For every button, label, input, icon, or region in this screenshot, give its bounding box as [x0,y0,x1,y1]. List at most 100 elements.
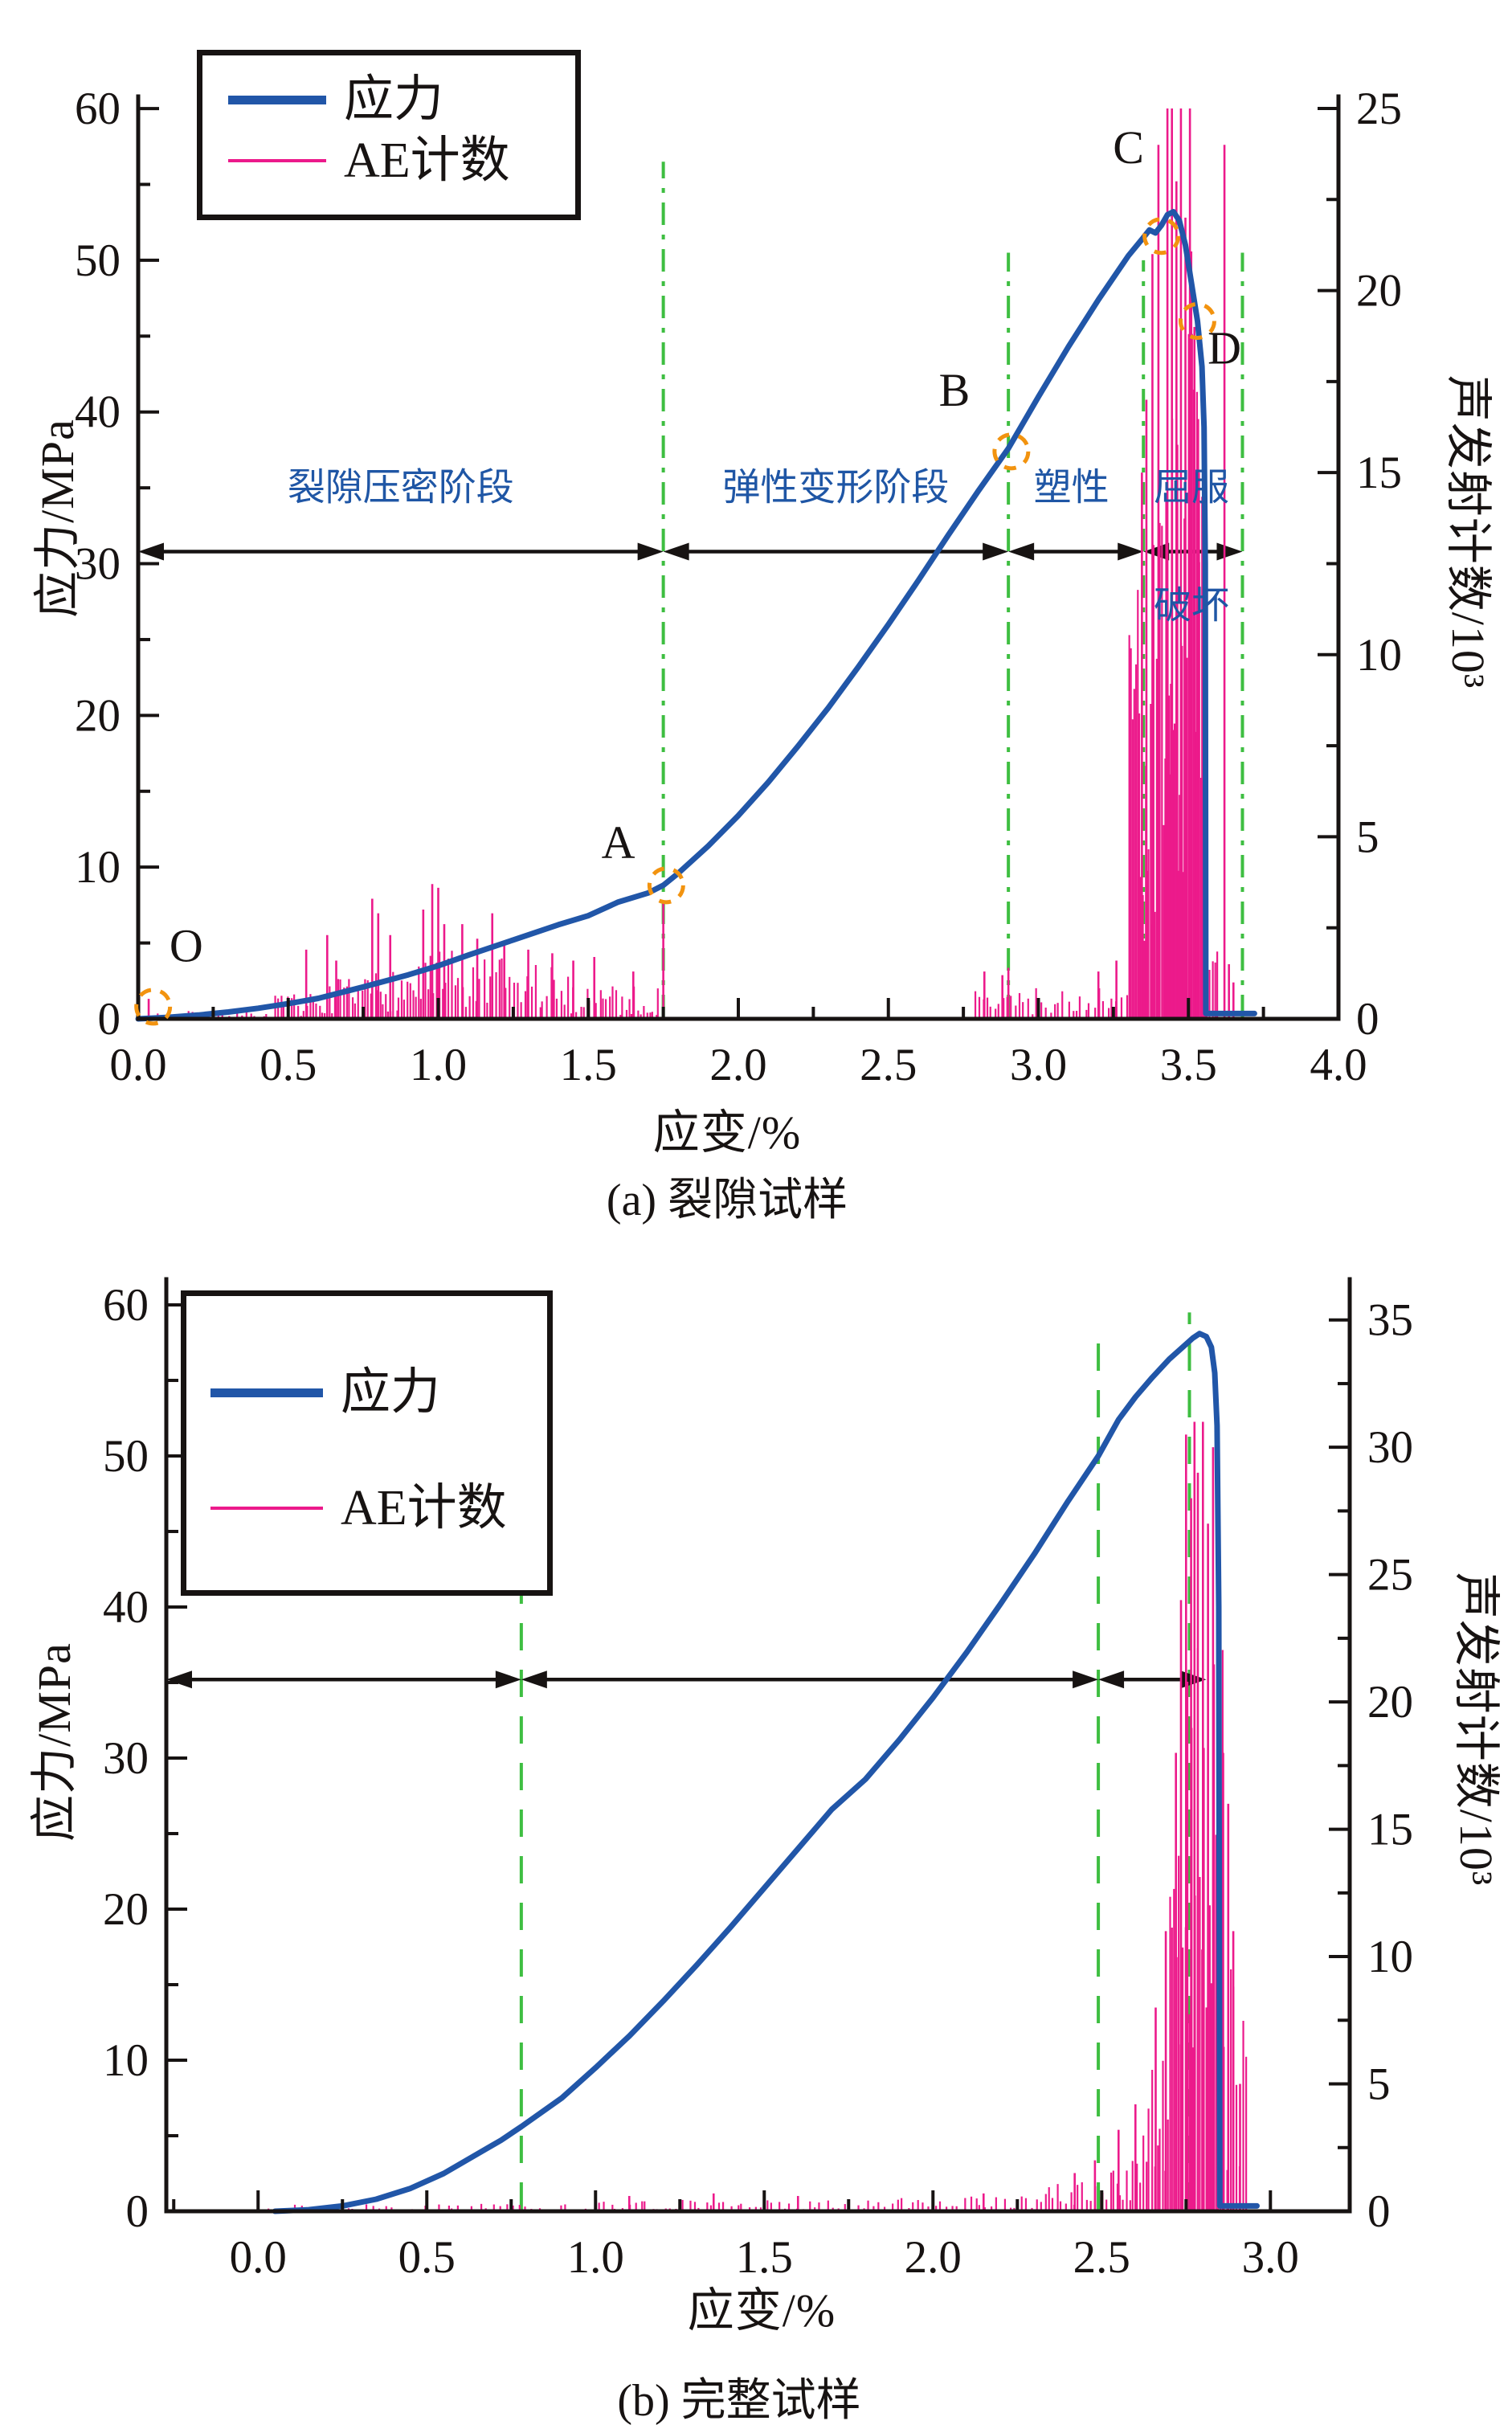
y-left-tick-label: 30 [103,1733,149,1784]
panel-a-legend-row-ae: AE计数 [202,136,575,186]
panel-b-ylabel-left: 应力/MPa [28,1642,80,1842]
x-tick-label: 1.0 [410,1040,467,1090]
x-tick-label: 0.5 [259,1040,317,1090]
axis-ticks [137,106,1340,1020]
panel-b-xlabel: 应变/% [687,2284,836,2337]
point-label: A [602,816,635,869]
y-left-tick-label: 10 [103,2035,149,2086]
point-label: B [939,364,971,416]
panel-a-caption: (a) 裂隙试样 [606,1176,848,1225]
y-left-tick-label: 60 [75,84,121,134]
point-marker-circle-icon [134,988,173,1026]
point-annotations: O A B C D [134,121,1241,1026]
x-tick-label: 3.0 [1010,1040,1067,1090]
y-left-tick-label: 60 [103,1280,149,1331]
panel-a-ylabel-left: 应力/MPa [31,419,84,618]
stage-label: 屈服 [1154,467,1229,509]
y-right-tick-label: 25 [1356,84,1402,134]
axes [164,1277,1352,2214]
y-right-tick-label: 5 [1367,2059,1391,2110]
ae-line-swatch [228,159,326,162]
y-right-tick-label: 35 [1367,1295,1413,1346]
stage-boundary-lines [661,162,1244,1017]
arrowhead-left-icon [521,1670,547,1689]
point-label: D [1208,321,1241,374]
y-left-tick-label: 0 [98,994,121,1045]
x-tick-label: 1.5 [560,1040,617,1090]
panel-a: 0.0 0.5 1.0 1.5 2.0 2.5 3.0 3.5 4.00102030405060… [75,84,1402,1090]
stress-curve-series [135,209,1257,1022]
arrowhead-right-icon [1073,1670,1099,1689]
x-tick-label: 2.0 [905,2232,962,2283]
legend-label-stress: 应力 [341,1365,441,1420]
y-right-tick-label: 0 [1367,2186,1391,2237]
arrowhead-left-icon [663,542,689,561]
y-left-tick-label: 20 [75,690,121,741]
x-tick-label: 2.5 [860,1040,917,1090]
y-right-tick-label: 5 [1356,812,1379,862]
axis-ticks [166,1302,1350,2213]
point-label: C [1113,121,1144,174]
y-left-tick-label: 50 [103,1431,149,1482]
arrowhead-left-icon [1008,542,1035,561]
axis-tick-labels: 0.0 0.5 1.0 1.5 2.0 2.5 3.0 0 10 20 30 40 50 60 0 5 10 15… [103,1280,1413,2283]
y-right-tick-label: 15 [1367,1805,1413,1855]
ae-line-swatch [210,1507,323,1510]
x-tick-label: 4.0 [1310,1040,1367,1090]
panel-a-legend-row-stress: 应力 [202,75,575,125]
arrowhead-right-icon [637,542,664,561]
legend-label-stress: 应力 [344,72,444,127]
y-right-tick-label: 10 [1356,630,1402,681]
arrowhead-right-icon [1118,542,1144,561]
legend-label-ae: AE计数 [344,133,510,188]
arrowhead-right-icon [983,542,1009,561]
y-left-tick-label: 40 [75,387,121,438]
y-right-tick-label: 20 [1356,266,1402,317]
arrowhead-right-icon [495,1670,521,1689]
stage-arrows [138,542,1243,561]
point-marker-circle-icon [1178,301,1216,340]
y-right-tick-label: 20 [1367,1677,1413,1728]
x-tick-label: 3.0 [1242,2232,1299,2283]
stress-curve-series [272,1331,1260,2214]
arrowhead-right-icon [1216,542,1243,561]
arrowhead-left-icon [1098,1670,1125,1689]
stage-arrows [166,1670,1207,1689]
stage-boundary-lines [519,1312,1191,2210]
panel-b-legend: 应力 AE计数 [181,1290,553,1596]
legend-label-ae: AE计数 [341,1481,507,1536]
ae-counts-series [147,108,1235,1019]
stage-label: 塑性 [1034,467,1109,509]
y-right-tick-label: 25 [1367,1550,1413,1601]
point-marker-circle-icon [647,866,685,905]
stress-line-swatch [228,95,326,104]
panel-a-legend: 应力 AE计数 [197,50,581,220]
y-right-tick-label: 30 [1367,1422,1413,1473]
y-left-tick-label: 50 [75,235,121,286]
x-tick-label: 0.0 [109,1040,166,1090]
y-left-tick-label: 0 [126,2186,149,2237]
x-tick-label: 3.5 [1160,1040,1217,1090]
arrowhead-left-icon [166,1670,192,1689]
panel-b-caption: (b) 完整试样 [617,2376,861,2426]
y-left-tick-label: 10 [75,842,121,893]
x-tick-label: 1.0 [567,2232,624,2283]
point-marker-circle-icon [1142,217,1181,256]
stage-label: 裂隙压密阶段 [288,467,514,509]
arrowhead-left-icon [138,542,164,561]
panel-a-ylabel-right: 声发射计数/10³ [1442,374,1494,689]
y-right-tick-label: 15 [1356,448,1402,498]
panel-b-legend-row-stress: 应力 [186,1367,547,1418]
x-tick-label: 1.5 [736,2232,793,2283]
x-tick-label: 2.0 [709,1040,766,1090]
y-right-tick-label: 10 [1367,1932,1413,1982]
stage-label: 破坏 [1154,586,1229,628]
y-right-tick-label: 0 [1356,994,1379,1045]
panel-b-ylabel-right: 声发射计数/10³ [1450,1572,1502,1887]
point-label: O [170,919,203,971]
y-left-tick-label: 40 [103,1582,149,1633]
x-tick-label: 0.0 [230,2232,287,2283]
